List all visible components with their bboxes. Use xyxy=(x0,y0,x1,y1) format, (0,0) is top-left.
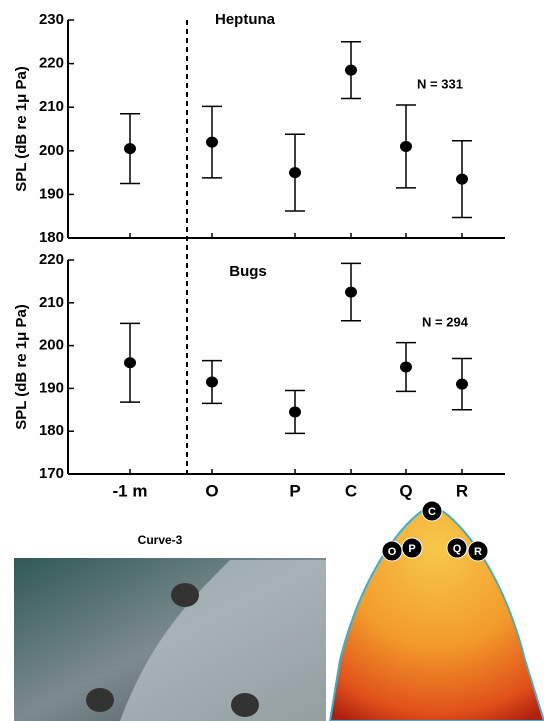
marker-label: C xyxy=(428,506,436,518)
marker-label: O xyxy=(388,546,397,558)
x-tick-label: Q xyxy=(399,481,412,500)
y-tick-label: 180 xyxy=(39,229,64,246)
point xyxy=(456,379,468,390)
y-tick-label: 220 xyxy=(39,251,64,268)
marker-label: Q xyxy=(453,543,462,555)
point xyxy=(124,143,136,154)
y-tick-label: 190 xyxy=(39,379,64,396)
y-axis-label: SPL (dB re 1μ Pa) xyxy=(13,304,30,430)
y-tick-label: 230 xyxy=(39,11,64,28)
x-tick-label: C xyxy=(345,481,357,500)
point xyxy=(289,167,301,178)
y-tick-label: 210 xyxy=(39,98,64,115)
point xyxy=(400,141,412,152)
point xyxy=(206,137,218,148)
figure: Curve-3 180 190 200 210 220 230 SPL (dB re 1μ … xyxy=(0,0,544,721)
annotation: N = 294 xyxy=(422,314,469,329)
y-axis-label: SPL (dB re 1μ Pa) xyxy=(13,66,30,192)
point xyxy=(345,287,357,298)
annotation: N = 331 xyxy=(417,76,463,91)
x-tick-label: P xyxy=(289,481,300,500)
point xyxy=(345,65,357,76)
x-tick-label: R xyxy=(456,481,468,500)
marker-label: P xyxy=(408,543,415,555)
point xyxy=(400,362,412,373)
y-tick-label: 200 xyxy=(39,142,64,159)
point xyxy=(289,406,301,417)
marker-label: R xyxy=(474,546,482,558)
y-tick-label: 180 xyxy=(39,422,64,439)
photo-sensor xyxy=(231,693,259,717)
point xyxy=(124,357,136,368)
head-map xyxy=(330,505,544,721)
y-tick-label: 200 xyxy=(39,337,64,354)
point xyxy=(456,174,468,185)
y-tick-label: 220 xyxy=(39,55,64,72)
panel-title: Bugs xyxy=(229,263,267,280)
y-tick-label: 170 xyxy=(39,465,64,482)
point xyxy=(206,376,218,387)
y-tick-label: 190 xyxy=(39,185,64,202)
y-tick-label: 210 xyxy=(39,294,64,311)
panel-title: Heptuna xyxy=(215,11,276,28)
photo-sensor xyxy=(171,583,199,607)
photo-title: Curve-3 xyxy=(138,533,183,547)
x-tick-label: O xyxy=(205,481,218,500)
photo-sensor xyxy=(86,688,114,712)
x-tick-label: -1 m xyxy=(113,481,148,500)
